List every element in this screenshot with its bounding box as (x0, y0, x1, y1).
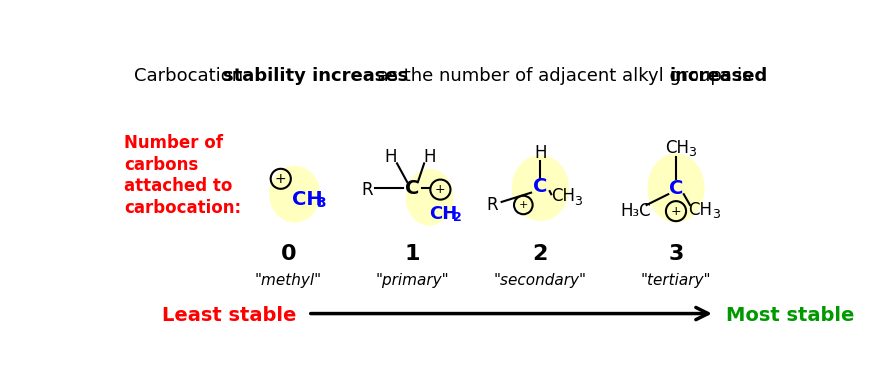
Text: 2: 2 (452, 211, 461, 224)
Text: 0: 0 (280, 244, 296, 263)
Text: "secondary": "secondary" (494, 273, 587, 288)
Text: Carbocation: Carbocation (133, 67, 249, 85)
Text: 3: 3 (712, 208, 720, 221)
Text: attached to: attached to (124, 177, 233, 195)
Text: C: C (406, 179, 420, 198)
Text: C: C (534, 177, 548, 196)
Text: H: H (423, 148, 436, 166)
Text: +: + (435, 183, 445, 196)
Text: +: + (275, 172, 287, 186)
Ellipse shape (270, 166, 319, 222)
Text: Number of: Number of (124, 134, 223, 152)
Text: carbocation:: carbocation: (124, 199, 242, 217)
Text: C: C (669, 179, 684, 198)
Ellipse shape (512, 156, 568, 220)
Text: CH: CH (551, 187, 575, 205)
Text: CH: CH (292, 190, 322, 209)
Ellipse shape (407, 169, 452, 225)
Text: 3: 3 (688, 146, 696, 159)
Text: 3: 3 (574, 195, 582, 208)
Text: H: H (534, 144, 547, 162)
Text: "methyl": "methyl" (255, 273, 322, 288)
Text: Most stable: Most stable (727, 306, 855, 325)
Text: CH: CH (665, 139, 689, 157)
Text: "primary": "primary" (376, 273, 449, 288)
Text: carbons: carbons (124, 156, 198, 174)
Text: 1: 1 (405, 244, 420, 263)
Ellipse shape (648, 154, 704, 222)
Text: H₃C: H₃C (620, 202, 651, 220)
Text: +: + (519, 200, 528, 210)
Text: CH: CH (688, 201, 713, 218)
Text: stability increases: stability increases (222, 67, 407, 85)
Text: 2: 2 (533, 244, 548, 263)
Text: Least stable: Least stable (162, 306, 296, 325)
Text: H: H (385, 148, 397, 166)
Text: increased: increased (669, 67, 767, 85)
Text: 3: 3 (669, 244, 684, 263)
Text: as the number of adjacent alkyl groups is: as the number of adjacent alkyl groups i… (366, 67, 758, 85)
Text: "tertiary": "tertiary" (640, 273, 711, 288)
Text: R: R (362, 180, 373, 199)
Text: R: R (487, 196, 498, 214)
Text: +: + (670, 205, 681, 218)
Text: 3: 3 (317, 196, 326, 210)
Text: CH: CH (430, 205, 458, 223)
